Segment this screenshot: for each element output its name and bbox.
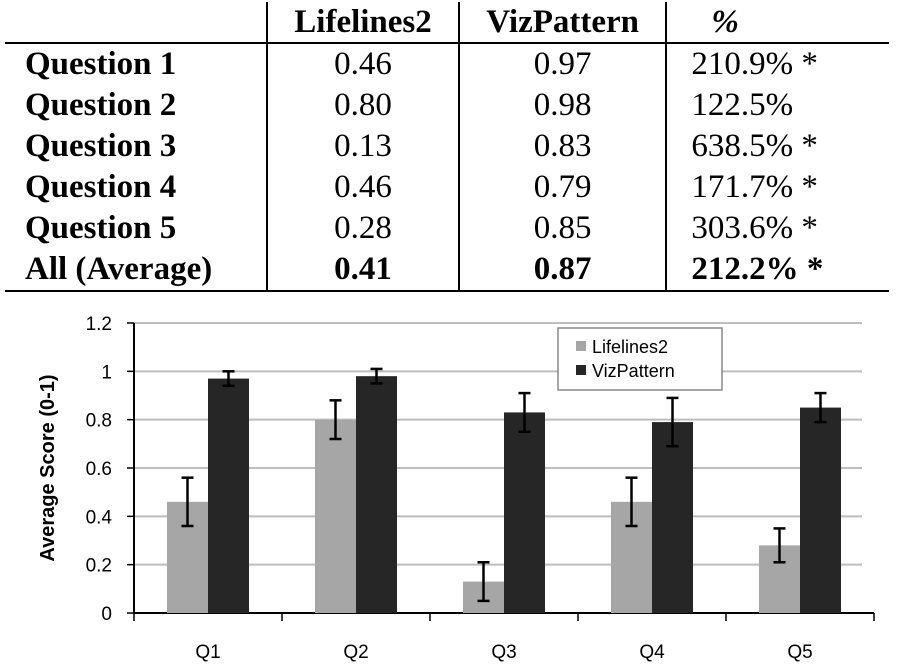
bar-lifelines2-q2 — [315, 419, 356, 613]
table-row: Question 3 0.13 0.83 638.5% * — [5, 126, 889, 167]
y-tick-label: 1.2 — [86, 314, 112, 335]
cell-percent: 210.9% * — [665, 42, 889, 85]
table-row: Question 5 0.28 0.85 303.6% * — [5, 208, 889, 249]
cell-vizpattern: 0.98 — [457, 85, 667, 126]
cell-vizpattern: 0.79 — [457, 167, 667, 208]
header-lifelines2: Lifelines2 — [266, 2, 459, 43]
x-tick-label: Q2 — [343, 642, 368, 663]
y-axis-label: Average Score (0-1) — [37, 374, 59, 561]
cell-lifelines2: 0.41 — [266, 249, 459, 292]
bar-vizpattern-q5 — [800, 407, 841, 613]
table-row: Question 4 0.46 0.79 171.7% * — [5, 167, 889, 208]
cell-vizpattern: 0.85 — [457, 208, 667, 249]
bar-vizpattern-q4 — [652, 422, 693, 613]
cell-lifelines2: 0.46 — [266, 167, 459, 208]
header-double-rule — [5, 42, 889, 44]
legend-swatch-lifelines2 — [576, 341, 586, 351]
bar-vizpattern-q2 — [356, 376, 397, 613]
x-tick-label: Q3 — [491, 642, 516, 663]
row-label: Question 5 — [25, 210, 177, 246]
cell-vizpattern: 0.83 — [457, 126, 667, 167]
cell-lifelines2: 0.28 — [266, 208, 459, 249]
cell-lifelines2: 0.46 — [266, 42, 459, 85]
table-row-average: All (Average) 0.41 0.87 212.2% * — [5, 249, 889, 292]
y-tick-label: 1 — [101, 362, 112, 383]
cell-percent: 212.2% * — [665, 249, 889, 292]
row-label: Question 1 — [5, 42, 268, 85]
legend-label-lifelines2: Lifelines2 — [592, 337, 668, 357]
cell-vizpattern: 0.87 — [457, 249, 667, 292]
cell-percent: 122.5% — [665, 85, 889, 126]
cell-percent: 638.5% * — [665, 126, 889, 167]
row-label: All (Average) — [5, 249, 268, 292]
row-label: Question 4 — [25, 169, 177, 205]
legend-swatch-vizpattern — [576, 365, 586, 375]
cell-lifelines2: 0.80 — [266, 85, 459, 126]
y-tick-label: 0.4 — [86, 507, 113, 528]
bar-chart: 0 0.2 0.4 0.6 0.8 1 1.2 Q1 Q2 Q3 Q4 Q5 Average Score… — [37, 314, 875, 663]
x-tick-label: Q1 — [195, 642, 220, 663]
cell-percent: 171.7% * — [665, 167, 889, 208]
cell-percent: 303.6% * — [665, 208, 889, 249]
bar-vizpattern-q3 — [504, 412, 545, 613]
bar-vizpattern-q1 — [208, 378, 249, 613]
header-empty — [5, 2, 267, 43]
y-tick-label: 0.2 — [86, 556, 112, 577]
cell-lifelines2: 0.13 — [266, 126, 459, 167]
row-label: Question 2 — [25, 87, 177, 123]
table-header-row: Lifelines2 VizPattern % — [5, 2, 889, 43]
cell-vizpattern: 0.97 — [457, 42, 667, 85]
legend-label-vizpattern: VizPattern — [592, 361, 675, 381]
table-row: Question 2 0.80 0.98 122.5% — [5, 85, 889, 126]
header-vizpattern: VizPattern — [457, 2, 667, 43]
results-table-panel: Lifelines2 VizPattern % Question 1 0.46 … — [0, 0, 900, 305]
y-tick-label: 0 — [101, 604, 112, 625]
x-tick-label: Q5 — [787, 642, 812, 663]
table-row: Question 1 0.46 0.97 210.9% * — [5, 42, 889, 85]
y-tick-label: 0.6 — [86, 459, 112, 480]
row-label: Question 3 — [25, 128, 177, 164]
x-tick-label: Q4 — [639, 642, 665, 663]
legend-box — [557, 327, 723, 391]
results-table: Lifelines2 VizPattern % Question 1 0.46 … — [5, 2, 889, 292]
header-percent: % — [665, 2, 889, 43]
y-tick-label: 0.8 — [86, 411, 112, 432]
